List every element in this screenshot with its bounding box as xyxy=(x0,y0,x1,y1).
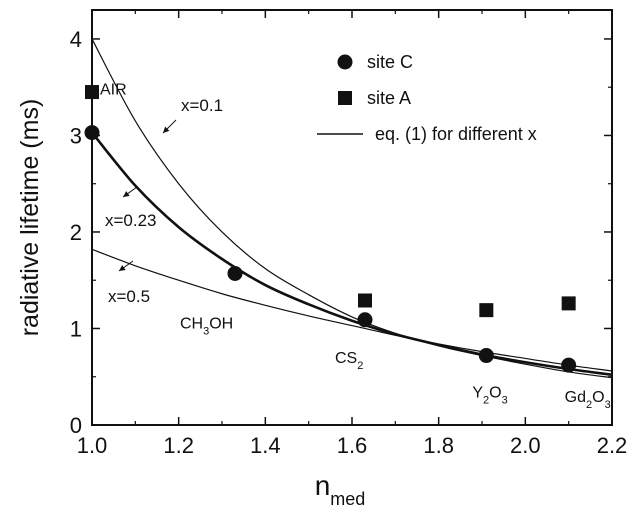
x-tick-label: 2.2 xyxy=(597,433,628,458)
legend-label: site A xyxy=(367,88,411,108)
legend-site-a-marker xyxy=(338,91,352,105)
site-c-point xyxy=(84,125,100,141)
curve-label: x=0.23 xyxy=(105,211,157,230)
curve-x-0-23 xyxy=(90,131,613,377)
x-tick-label: 1.0 xyxy=(77,433,108,458)
legend-label: eq. (1) for different x xyxy=(375,124,537,144)
y-axis-title: radiative lifetime (ms) xyxy=(16,99,44,337)
curve-label-arrowhead xyxy=(163,126,170,133)
y-tick-label: 1 xyxy=(70,316,82,341)
site-c-point xyxy=(561,357,577,373)
curve-label-arrowhead xyxy=(119,265,126,271)
y-tick-label: 2 xyxy=(70,220,82,245)
site-c-point xyxy=(357,312,373,328)
y-tick-label: 0 xyxy=(70,413,82,438)
curve-label: x=0.1 xyxy=(181,96,223,115)
site-a-point xyxy=(358,293,372,308)
x-tick-label: 1.4 xyxy=(250,433,281,458)
x-tick-label: 2.0 xyxy=(510,433,541,458)
sample-label: AIR xyxy=(100,82,127,99)
sample-label: CS2 xyxy=(335,350,363,372)
x-tick-label: 1.2 xyxy=(163,433,194,458)
data-points xyxy=(84,85,577,373)
legend-label: site C xyxy=(367,52,413,72)
axis-titles: nmed radiative lifetime (ms) xyxy=(16,99,365,509)
model-curves: x=0.1 x=0.23 x=0.5 xyxy=(90,38,613,379)
curve-x-0-1 xyxy=(91,38,613,379)
x-tick-label: 1.8 xyxy=(423,433,454,458)
legend: site C site A eq. (1) for different x xyxy=(317,52,537,144)
curve-x-0-5 xyxy=(91,248,613,372)
site-c-point xyxy=(478,348,494,364)
curve-label-arrowhead xyxy=(123,191,130,197)
y-tick-label: 4 xyxy=(70,27,82,52)
sample-label: Y2O3 xyxy=(472,385,507,407)
axes: 1.0 1.2 1.4 1.6 1.8 2.0 2.2 0 1 2 3 4 xyxy=(70,9,628,458)
site-a-point xyxy=(479,303,494,318)
site-c-point xyxy=(227,265,243,281)
x-tick-label: 1.6 xyxy=(337,433,368,458)
curve-label: x=0.5 xyxy=(108,287,150,306)
site-a-point xyxy=(85,85,99,100)
x-axis-title: nmed xyxy=(315,470,366,509)
sample-label: Gd2O3 xyxy=(565,389,611,411)
legend-site-c-marker xyxy=(337,54,353,70)
sample-label: CH3OH xyxy=(180,315,233,337)
y-tick-label: 3 xyxy=(70,123,82,148)
annotations: AIR CH3OH CS2 Y2O3 Gd2O3 xyxy=(100,82,611,412)
site-a-point xyxy=(561,296,576,311)
